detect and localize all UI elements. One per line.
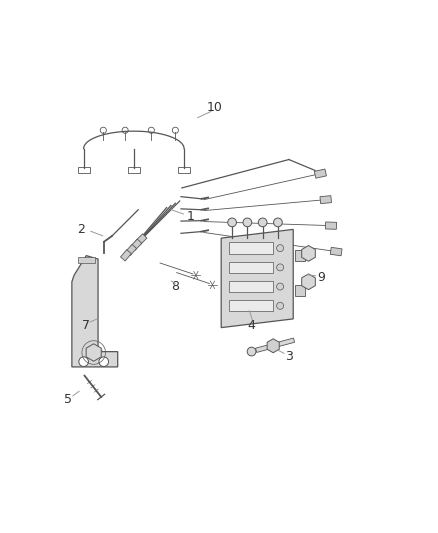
Polygon shape [126,244,137,256]
Polygon shape [72,256,118,367]
Bar [229,300,273,311]
Circle shape [79,357,88,367]
Bar [295,285,305,296]
Circle shape [258,218,267,227]
Text: 3: 3 [285,350,293,362]
Bar [295,251,305,261]
Circle shape [228,218,237,227]
Text: 6: 6 [88,350,96,362]
Polygon shape [314,169,326,178]
Polygon shape [221,229,293,328]
Circle shape [100,127,106,133]
Circle shape [247,347,256,356]
Text: 2: 2 [78,223,85,236]
Circle shape [243,218,252,227]
Circle shape [277,283,284,290]
Circle shape [148,127,154,133]
Text: 9: 9 [318,271,325,284]
Polygon shape [136,234,147,245]
Bar [128,167,140,173]
Bar [229,243,273,254]
Polygon shape [120,249,131,261]
Polygon shape [255,338,295,352]
Circle shape [277,245,284,252]
Circle shape [274,218,283,227]
Polygon shape [131,239,142,251]
Text: 5: 5 [64,393,72,406]
Bar [178,167,190,173]
Bar [78,167,90,173]
Polygon shape [330,247,342,256]
Text: 10: 10 [207,101,223,114]
Circle shape [99,357,109,367]
Circle shape [277,302,284,309]
Circle shape [122,127,128,133]
Polygon shape [320,196,332,204]
Circle shape [172,127,178,133]
Circle shape [277,264,284,271]
Bar [78,257,95,263]
Text: 4: 4 [248,319,256,332]
Polygon shape [325,222,336,229]
Bar [229,281,273,292]
Text: 7: 7 [82,319,90,332]
Bar [229,262,273,273]
Text: 1: 1 [187,210,194,223]
Text: 8: 8 [171,280,179,293]
